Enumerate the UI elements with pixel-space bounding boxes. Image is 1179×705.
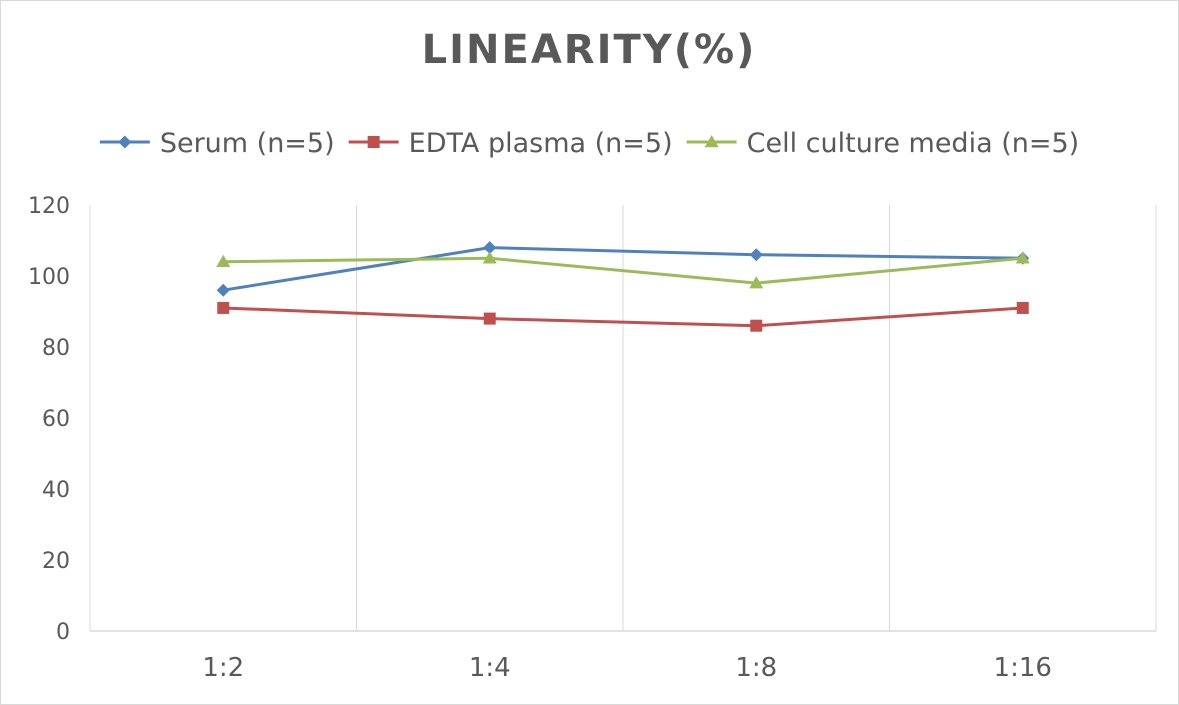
legend-swatch-marker [118,135,132,149]
data-point [1015,251,1030,264]
legend-item: Serum (n=5) [99,128,335,159]
series-line [223,256,1023,285]
y-tick-label: 80 [42,336,70,361]
series-group [216,241,1030,332]
series-line [223,246,1023,292]
series-3 [216,251,1030,289]
data-point [216,254,231,268]
legend-item: EDTA plasma (n=5) [348,128,673,159]
x-tick-label: 1:16 [994,653,1052,683]
data-point [749,248,763,262]
x-tick-label: 1:2 [202,653,244,683]
legend: Serum (n=5) EDTA plasma (n=5) Cell culture… [99,128,1080,159]
y-tick-label: 0 [56,620,70,645]
legend-label: Serum (n=5) [160,128,335,159]
chart-title: LINEARITY(%) [422,27,757,73]
x-tick-label: 1:4 [469,653,511,683]
legend-swatch-marker [704,135,719,148]
y-tick-label: 120 [28,194,70,219]
legend-label: EDTA plasma (n=5) [409,128,673,159]
data-point [483,241,497,255]
data-point [749,276,764,289]
y-tick-label: 40 [42,478,70,503]
x-tick-label: 1:8 [735,653,777,683]
series-line [223,306,1023,328]
y-tick-label: 60 [42,407,70,432]
y-tick-label: 100 [28,265,70,290]
data-point [750,319,763,332]
data-point [217,301,230,314]
data-point [482,251,497,264]
legend-label: Cell culture media (n=5) [747,128,1080,159]
series-2 [217,301,1029,332]
y-tick-labels: 0 20 40 60 80 100 120 [28,194,70,645]
data-point [1016,301,1029,314]
data-point [216,283,230,297]
data-point [483,312,496,325]
legend-swatch-marker [367,136,380,148]
x-tick-labels: 1:2 1:4 1:8 1:16 [202,653,1052,683]
y-tick-label: 20 [42,549,70,574]
legend-item: Cell culture media (n=5) [686,128,1080,159]
grid [89,205,1157,631]
